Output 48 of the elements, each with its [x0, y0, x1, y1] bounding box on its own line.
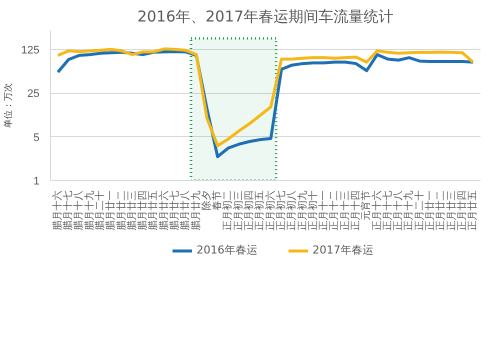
x-tick-label: 腊月十八	[72, 190, 85, 230]
x-tick-label: 正月廿二	[434, 190, 447, 230]
x-tick-label: 腊月廿九	[190, 190, 202, 230]
x-tick-label: 腊月廿四	[136, 190, 149, 230]
legend-label: 2016年春运	[196, 242, 258, 258]
x-tick-label: 腊月十九	[83, 190, 96, 230]
x-tick-label: 正月初八	[286, 190, 298, 230]
x-tick-label: 腊月廿七	[168, 190, 181, 230]
legend-label: 2017年春运	[312, 242, 374, 258]
x-tick-label: 正月初四	[243, 190, 256, 230]
x-tick-label: 春节	[211, 190, 224, 210]
x-tick-label: 腊月廿八	[179, 190, 192, 230]
x-tick-label: 正月二十	[413, 190, 426, 230]
x-tick-label: 正月十三	[338, 190, 351, 230]
x-tick-label: 正月初七	[274, 190, 287, 230]
x-tick-label: 正月十七	[381, 190, 394, 230]
x-tick-label: 腊月廿二	[115, 190, 128, 230]
x-tick-label: 腊月廿三	[126, 190, 138, 230]
x-tick-label: 正月初二	[222, 190, 234, 230]
x-tick-label: 正月初九	[296, 190, 308, 230]
y-tick-label: 125	[21, 44, 40, 56]
x-tick-label: 腊月廿一	[104, 190, 117, 230]
x-tick-label: 腊月二十	[94, 190, 106, 230]
x-tick-label: 除夕	[200, 190, 212, 210]
x-tick-label: 正月十四	[349, 190, 362, 230]
x-tick-label: 正月初五	[254, 190, 266, 230]
x-tick-label: 元宵节	[360, 190, 372, 220]
x-tick-label: 正月廿三	[445, 190, 458, 230]
x-tick-label: 正月十八	[392, 190, 404, 230]
y-tick-label: 5	[33, 132, 40, 144]
x-tick-label: 正月廿四	[456, 190, 468, 230]
x-tick-label: 正月初三	[232, 190, 244, 230]
x-tick-label: 正月十二	[328, 190, 340, 230]
x-tick-label: 正月廿五	[466, 190, 479, 230]
x-tick-label: 腊月廿五	[147, 190, 160, 230]
x-tick-label: 腊月十七	[62, 190, 74, 230]
y-tick-label: 1	[33, 176, 40, 188]
x-tick-label: 正月廿一	[424, 190, 436, 230]
x-tick-label: 正月初十	[306, 190, 319, 230]
x-tick-label: 正月十九	[402, 190, 415, 230]
y-axis-title: 单位：万次	[3, 83, 14, 128]
x-tick-label: 正月十一	[318, 190, 330, 230]
chart-title: 2016年、2017年春运期间车流量统计	[137, 8, 394, 26]
x-tick-label: 腊月十六	[51, 190, 64, 230]
y-tick-label: 25	[27, 88, 40, 100]
x-tick-label: 正月十六	[370, 190, 383, 230]
x-tick-label: 正月初六	[264, 190, 276, 230]
x-tick-label: 腊月廿六	[158, 190, 170, 230]
